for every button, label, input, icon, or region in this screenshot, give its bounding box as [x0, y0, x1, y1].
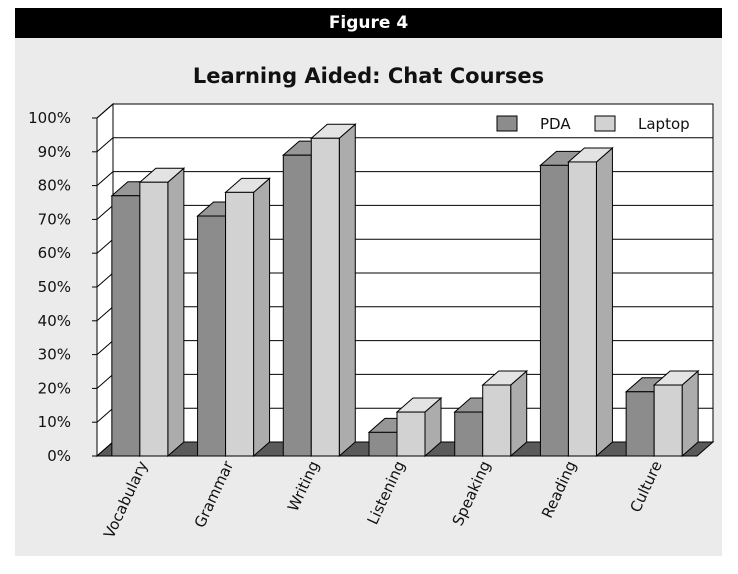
y-tick-label: 60%: [38, 244, 71, 262]
bar-side: [510, 369, 528, 458]
bar-laptop-culture: [653, 384, 683, 457]
legend-label: Laptop: [638, 115, 690, 133]
bar-side: [595, 146, 613, 458]
bar-laptop-vocabulary: [139, 181, 169, 457]
legend: PDA Laptop: [496, 115, 690, 133]
x-tick-label: Speaking: [449, 458, 495, 528]
bar-side: [338, 123, 356, 458]
x-tick-label: Listening: [364, 458, 409, 527]
bar-pda-grammar: [197, 215, 227, 457]
gridline-side: [96, 137, 114, 153]
bar-laptop-listening: [396, 411, 426, 457]
gridline-side: [96, 374, 114, 389]
gridline-side: [96, 407, 114, 423]
y-tick-label: 70%: [38, 210, 71, 228]
gridline-side: [96, 171, 114, 186]
gridline-side: [96, 340, 114, 355]
bar-side: [681, 369, 699, 458]
y-tick-label: 10%: [38, 413, 71, 431]
gridline-side: [96, 238, 114, 254]
legend-swatch: [496, 115, 518, 132]
bar-laptop-speaking: [482, 384, 512, 457]
bar-pda-vocabulary: [111, 195, 141, 457]
legend-swatch: [594, 115, 616, 132]
x-tick-label: Culture: [626, 458, 665, 515]
y-tick-label: 0%: [47, 447, 71, 465]
y-tick-label: 40%: [38, 312, 71, 330]
gridline-side: [96, 272, 114, 288]
y-tick-label: 80%: [38, 177, 71, 195]
legend-label: PDA: [540, 115, 571, 133]
y-tick-label: 50%: [38, 278, 71, 296]
bars: [110, 123, 700, 458]
bar-pda-culture: [625, 391, 655, 457]
bar-laptop-reading: [567, 161, 597, 457]
x-tick-label: Writing: [284, 458, 323, 514]
plot-area: [96, 102, 714, 458]
y-axis: 0% 10% 20% 30% 40% 50% 60% 70% 80% 90% 100%: [28, 109, 98, 465]
gridline-side: [96, 306, 114, 322]
gridline-side: [96, 103, 114, 119]
y-tick-label: 20%: [38, 379, 71, 397]
bar-laptop-grammar: [225, 191, 255, 457]
y-tick-label: 100%: [28, 109, 71, 127]
bar-pda-reading: [539, 164, 569, 457]
x-axis: Vocabulary Grammar Writing Listening Speakin…: [97, 455, 697, 541]
bar-pda-speaking: [454, 411, 484, 457]
x-tick-label: Grammar: [191, 457, 238, 530]
y-tick-label: 90%: [38, 143, 71, 161]
chart-title: Learning Aided: Chat Courses: [192, 64, 545, 88]
figure-label: Figure 4: [15, 8, 722, 38]
y-tick-label: 30%: [38, 346, 71, 364]
x-tick-label: Reading: [538, 458, 580, 521]
gridline-side: [96, 205, 114, 220]
x-tick-label: Vocabulary: [100, 458, 152, 541]
bar-pda-listening: [368, 431, 398, 457]
bar-side: [253, 177, 271, 458]
bar-side: [167, 167, 185, 458]
bar-pda-writing: [282, 154, 312, 457]
bar-laptop-writing: [310, 137, 340, 457]
